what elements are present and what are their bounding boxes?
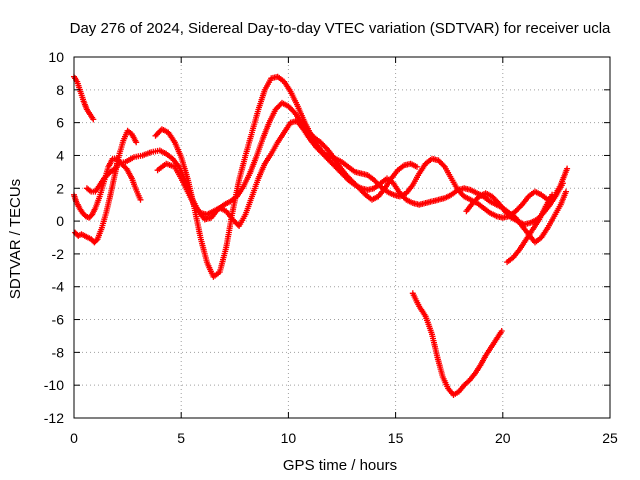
y-tick-label: -6 bbox=[52, 312, 65, 328]
data-series bbox=[83, 163, 120, 195]
series-line bbox=[156, 119, 568, 244]
plot-area bbox=[71, 73, 571, 398]
data-point-marker bbox=[440, 162, 447, 169]
data-series bbox=[154, 118, 569, 246]
data-point-marker bbox=[564, 165, 571, 172]
x-tick-label: 0 bbox=[70, 430, 78, 446]
y-tick-label: -2 bbox=[52, 246, 65, 262]
data-point-marker bbox=[563, 188, 569, 195]
y-tick-label: -12 bbox=[44, 410, 64, 426]
y-tick-label: 10 bbox=[48, 49, 64, 65]
y-tick-label: 2 bbox=[56, 180, 64, 196]
series-line bbox=[154, 75, 569, 279]
series-line bbox=[411, 292, 503, 397]
x-tick-label: 5 bbox=[177, 430, 185, 446]
y-tick-label: 4 bbox=[56, 147, 64, 163]
x-tick-label: 10 bbox=[281, 430, 297, 446]
data-point-marker bbox=[559, 180, 566, 187]
data-point-marker bbox=[90, 116, 97, 123]
plot-frame bbox=[73, 56, 611, 419]
x-tick-label: 15 bbox=[388, 430, 404, 446]
data-series bbox=[152, 73, 571, 280]
data-series bbox=[71, 73, 97, 123]
data-series bbox=[113, 99, 420, 223]
x-axis-label: GPS time / hours bbox=[283, 457, 397, 474]
axis-ticks: 0 5 10 15 20 25 -12 -10 -8 -6 -4 -2 0 2 4 6 8 10 bbox=[44, 49, 618, 446]
data-series bbox=[504, 191, 556, 266]
y-tick-label: -8 bbox=[52, 344, 65, 360]
data-point-marker bbox=[133, 139, 140, 146]
y-tick-label: 0 bbox=[56, 213, 64, 229]
data-series bbox=[409, 290, 505, 398]
x-tick-label: 20 bbox=[495, 430, 511, 446]
data-point-marker bbox=[549, 191, 556, 198]
grid-lines bbox=[74, 57, 610, 418]
y-tick-label: 8 bbox=[56, 82, 64, 98]
data-point-marker bbox=[137, 196, 144, 203]
x-tick-label: 25 bbox=[602, 430, 618, 446]
chart-title: Day 276 of 2024, Sidereal Day-to-day VTE… bbox=[70, 20, 611, 37]
data-point-marker bbox=[498, 328, 505, 334]
data-point-marker bbox=[414, 163, 420, 170]
y-tick-label: -4 bbox=[52, 279, 65, 295]
data-series bbox=[72, 127, 140, 246]
y-tick-label: -10 bbox=[44, 377, 64, 393]
series-line bbox=[74, 129, 138, 244]
y-axis-label: SDTVAR / TECUs bbox=[7, 179, 24, 299]
y-tick-label: 6 bbox=[56, 115, 64, 131]
